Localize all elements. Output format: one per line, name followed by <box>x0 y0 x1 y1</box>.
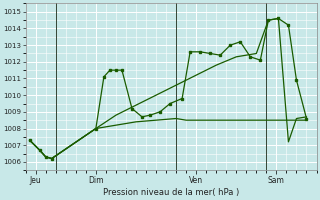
X-axis label: Pression niveau de la mer( hPa ): Pression niveau de la mer( hPa ) <box>103 188 239 197</box>
